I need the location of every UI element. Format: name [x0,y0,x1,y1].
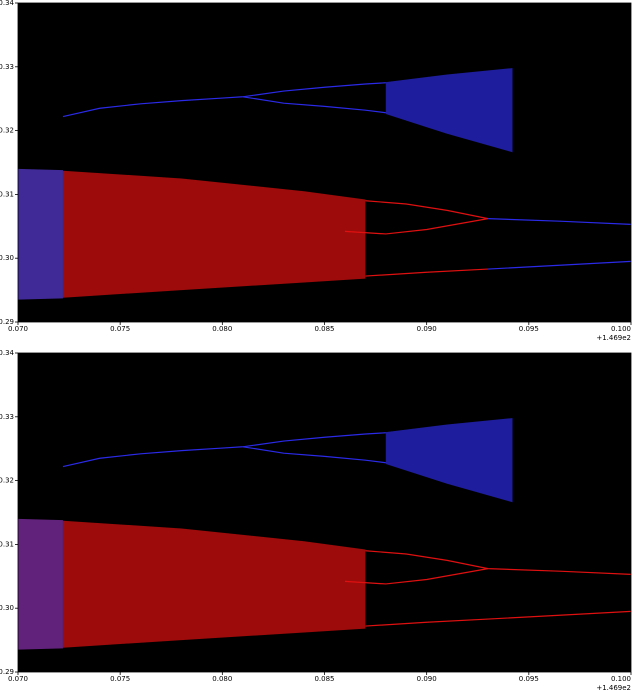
y-tick-label: 0.32 [0,127,14,135]
y-tick-label: 0.30 [0,254,14,262]
y-tick-label: 0.32 [0,477,14,485]
x-tick-label: 0.080 [212,325,232,333]
x-tick-label: 0.095 [519,325,539,333]
y-tick-label: 0.33 [0,413,14,421]
branch-line [487,218,632,225]
branch-line [344,218,489,235]
x-tick-label: 0.100 [611,675,631,683]
x-tick-label: 0.100 [611,325,631,333]
branch-line [365,268,488,277]
offset-text: +1.469e2 [596,684,631,691]
branch-line [365,550,632,575]
x-tick-label: 0.070 [8,675,28,683]
chaotic-band [62,170,366,298]
branch-line [242,432,386,448]
branch-line [242,96,386,114]
branch-line [242,82,386,98]
branch-line [242,446,386,464]
x-tick-label: 0.085 [314,325,334,333]
y-tick-label: 0.31 [0,540,14,548]
chaotic-band [385,418,513,503]
x-tick-label: 0.095 [519,675,539,683]
chaotic-band [18,168,63,300]
branch-line [365,200,489,220]
x-tick-label: 0.085 [314,675,334,683]
y-tick-label: 0.29 [0,318,14,326]
y-tick-label: 0.34 [0,349,15,357]
x-tick-label: 0.070 [8,325,28,333]
x-tick-label: 0.090 [417,675,437,683]
chaotic-band [62,520,366,648]
branch-line [365,610,632,627]
x-tick-label: 0.090 [417,325,437,333]
branch-line [62,446,243,468]
branch-line [344,568,489,585]
x-tick-label: 0.080 [212,675,232,683]
y-tick-label: 0.31 [0,190,14,198]
x-tick-label: 0.075 [110,675,130,683]
chaotic-band [18,518,63,650]
chaotic-band [385,68,513,153]
y-tick-label: 0.33 [0,63,14,71]
y-tick-label: 0.29 [0,668,14,676]
branch-line [487,260,632,270]
branch-line [62,96,243,118]
y-tick-label: 0.30 [0,604,14,612]
offset-text: +1.469e2 [596,334,631,342]
y-tick-label: 0.34 [0,0,15,7]
x-tick-label: 0.075 [110,325,130,333]
